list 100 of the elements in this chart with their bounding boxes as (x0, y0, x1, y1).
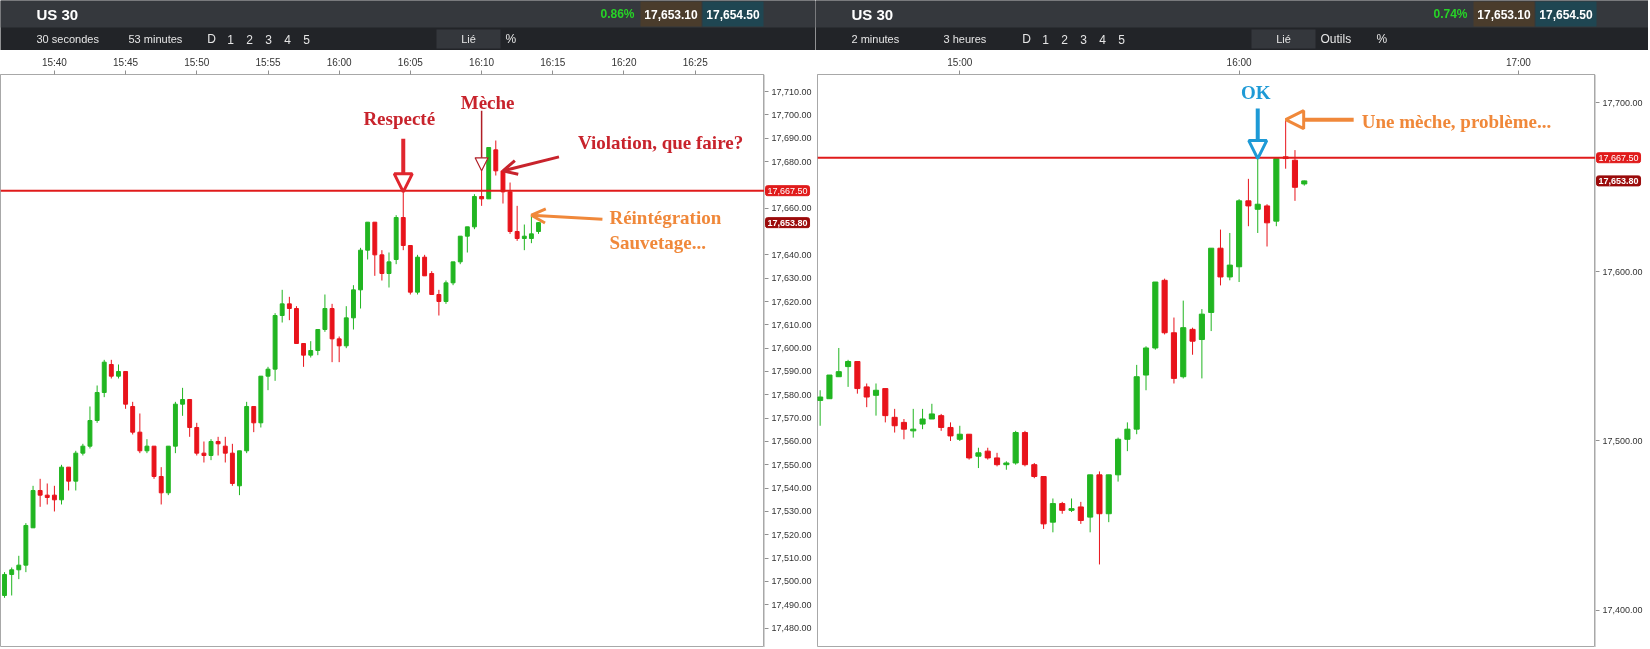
y-tick-label: 17,640.00 (771, 249, 812, 260)
candlestick (443, 280, 449, 305)
candlestick (826, 374, 833, 400)
candlestick (835, 347, 842, 378)
candlestick (222, 436, 228, 463)
text: 2 (246, 32, 254, 47)
candlestick (1189, 327, 1196, 356)
chart-title: US 30 (851, 5, 894, 23)
candlestick (180, 387, 186, 417)
annotation: Violation, que faire? (577, 132, 744, 154)
text: 3 heures (943, 33, 987, 45)
candlestick (900, 418, 907, 440)
text: 17,653.80 (767, 217, 808, 228)
candlestick (44, 482, 50, 505)
y-tick-label: 17,530.00 (771, 506, 812, 517)
x-tick-label: 15:00 (947, 56, 973, 68)
text: 0.86% (600, 7, 635, 21)
x-tick-label: 15:40 (41, 56, 68, 68)
candlestick (872, 382, 880, 417)
candlestick (265, 366, 271, 391)
candlestick (279, 289, 285, 323)
candlestick (286, 296, 292, 321)
y-tick-label: 17,500.00 (1602, 436, 1643, 446)
x-tick-label: 16:00 (326, 56, 353, 68)
candlestick (1077, 501, 1084, 525)
y-tick-label: 17,680.00 (771, 156, 812, 167)
text: 17,653.10 (644, 7, 699, 22)
candlestick (336, 336, 342, 363)
text: 4 (284, 32, 292, 47)
ref-line-label: 17,667.50 (767, 185, 808, 196)
y-tick-label: 17,600.00 (771, 343, 812, 354)
y-tick-label: 17,580.00 (771, 389, 812, 400)
candlestick (891, 408, 898, 434)
text: D (207, 32, 217, 46)
x-tick-label: 15:50 (184, 56, 210, 68)
text: Lié (1276, 33, 1291, 45)
text: 1 (1042, 32, 1050, 47)
candlestick (928, 403, 935, 420)
text: 2 (1061, 32, 1069, 47)
candlestick (966, 433, 973, 461)
ref-line-label: 17,667.50 (1598, 152, 1639, 163)
candlestick (464, 226, 470, 254)
text: 17,653.80 (1598, 175, 1639, 186)
text: Outils (1320, 32, 1352, 46)
text: % (505, 32, 517, 46)
candlestick (215, 436, 221, 456)
candlestick (137, 412, 143, 454)
annotation: Respecté (363, 108, 436, 130)
candlestick (322, 294, 328, 333)
candlestick (201, 440, 207, 463)
y-tick-label: 17,660.00 (771, 203, 812, 214)
chart-title: US 30 (36, 5, 79, 23)
y-tick-label: 17,500.00 (771, 576, 812, 587)
y-tick-label: 17,610.00 (771, 319, 812, 330)
y-tick-label: 17,600.00 (1602, 266, 1643, 277)
text: 5 (1118, 32, 1126, 47)
candlestick (379, 249, 385, 282)
candlestick (386, 252, 392, 289)
candlestick (301, 343, 306, 368)
y-tick-label: 17,550.00 (771, 459, 812, 470)
candlestick (144, 438, 150, 454)
x-tick-label: 15:45 (113, 56, 139, 68)
candlestick (514, 205, 520, 242)
text: 17,654.50 (1539, 7, 1594, 22)
candlestick (9, 566, 15, 596)
candlestick (845, 359, 852, 388)
candlestick (863, 382, 870, 408)
text: 3 (1080, 32, 1088, 47)
candlestick (66, 466, 72, 491)
candlestick (108, 359, 114, 379)
candlestick (493, 140, 499, 177)
candlestick (1124, 421, 1131, 452)
text: % (1376, 32, 1388, 46)
text: 30 secondes (36, 33, 100, 45)
candlestick (919, 408, 926, 430)
y-tick-label: 17,630.00 (771, 273, 812, 284)
x-tick-label: 16:05 (397, 56, 424, 68)
text: Lié (461, 33, 476, 45)
text: 17,654.50 (706, 7, 761, 22)
candlestick (1263, 203, 1271, 247)
y-tick-label: 17,510.00 (771, 553, 812, 564)
annotation: Mèche (460, 92, 515, 114)
annotation: OK (1240, 82, 1271, 104)
candlestick (1226, 232, 1233, 281)
candlestick (1049, 498, 1056, 533)
text: 53 minutes (128, 33, 183, 45)
text: 5 (303, 32, 311, 47)
candlestick (528, 214, 534, 244)
x-tick-label: 16:10 (469, 56, 495, 68)
y-tick-label: 17,590.00 (771, 366, 812, 377)
x-tick-label: 16:15 (540, 56, 566, 68)
candlestick (16, 555, 22, 580)
candlestick (208, 438, 214, 461)
x-tick-label: 15:55 (255, 56, 281, 68)
candlestick (1254, 158, 1261, 234)
candlestick (158, 466, 164, 505)
y-tick-label: 17,400.00 (1602, 605, 1643, 616)
y-tick-label: 17,690.00 (771, 133, 812, 144)
y-tick-label: 17,570.00 (771, 413, 812, 424)
y-tick-label: 17,490.00 (771, 599, 812, 610)
